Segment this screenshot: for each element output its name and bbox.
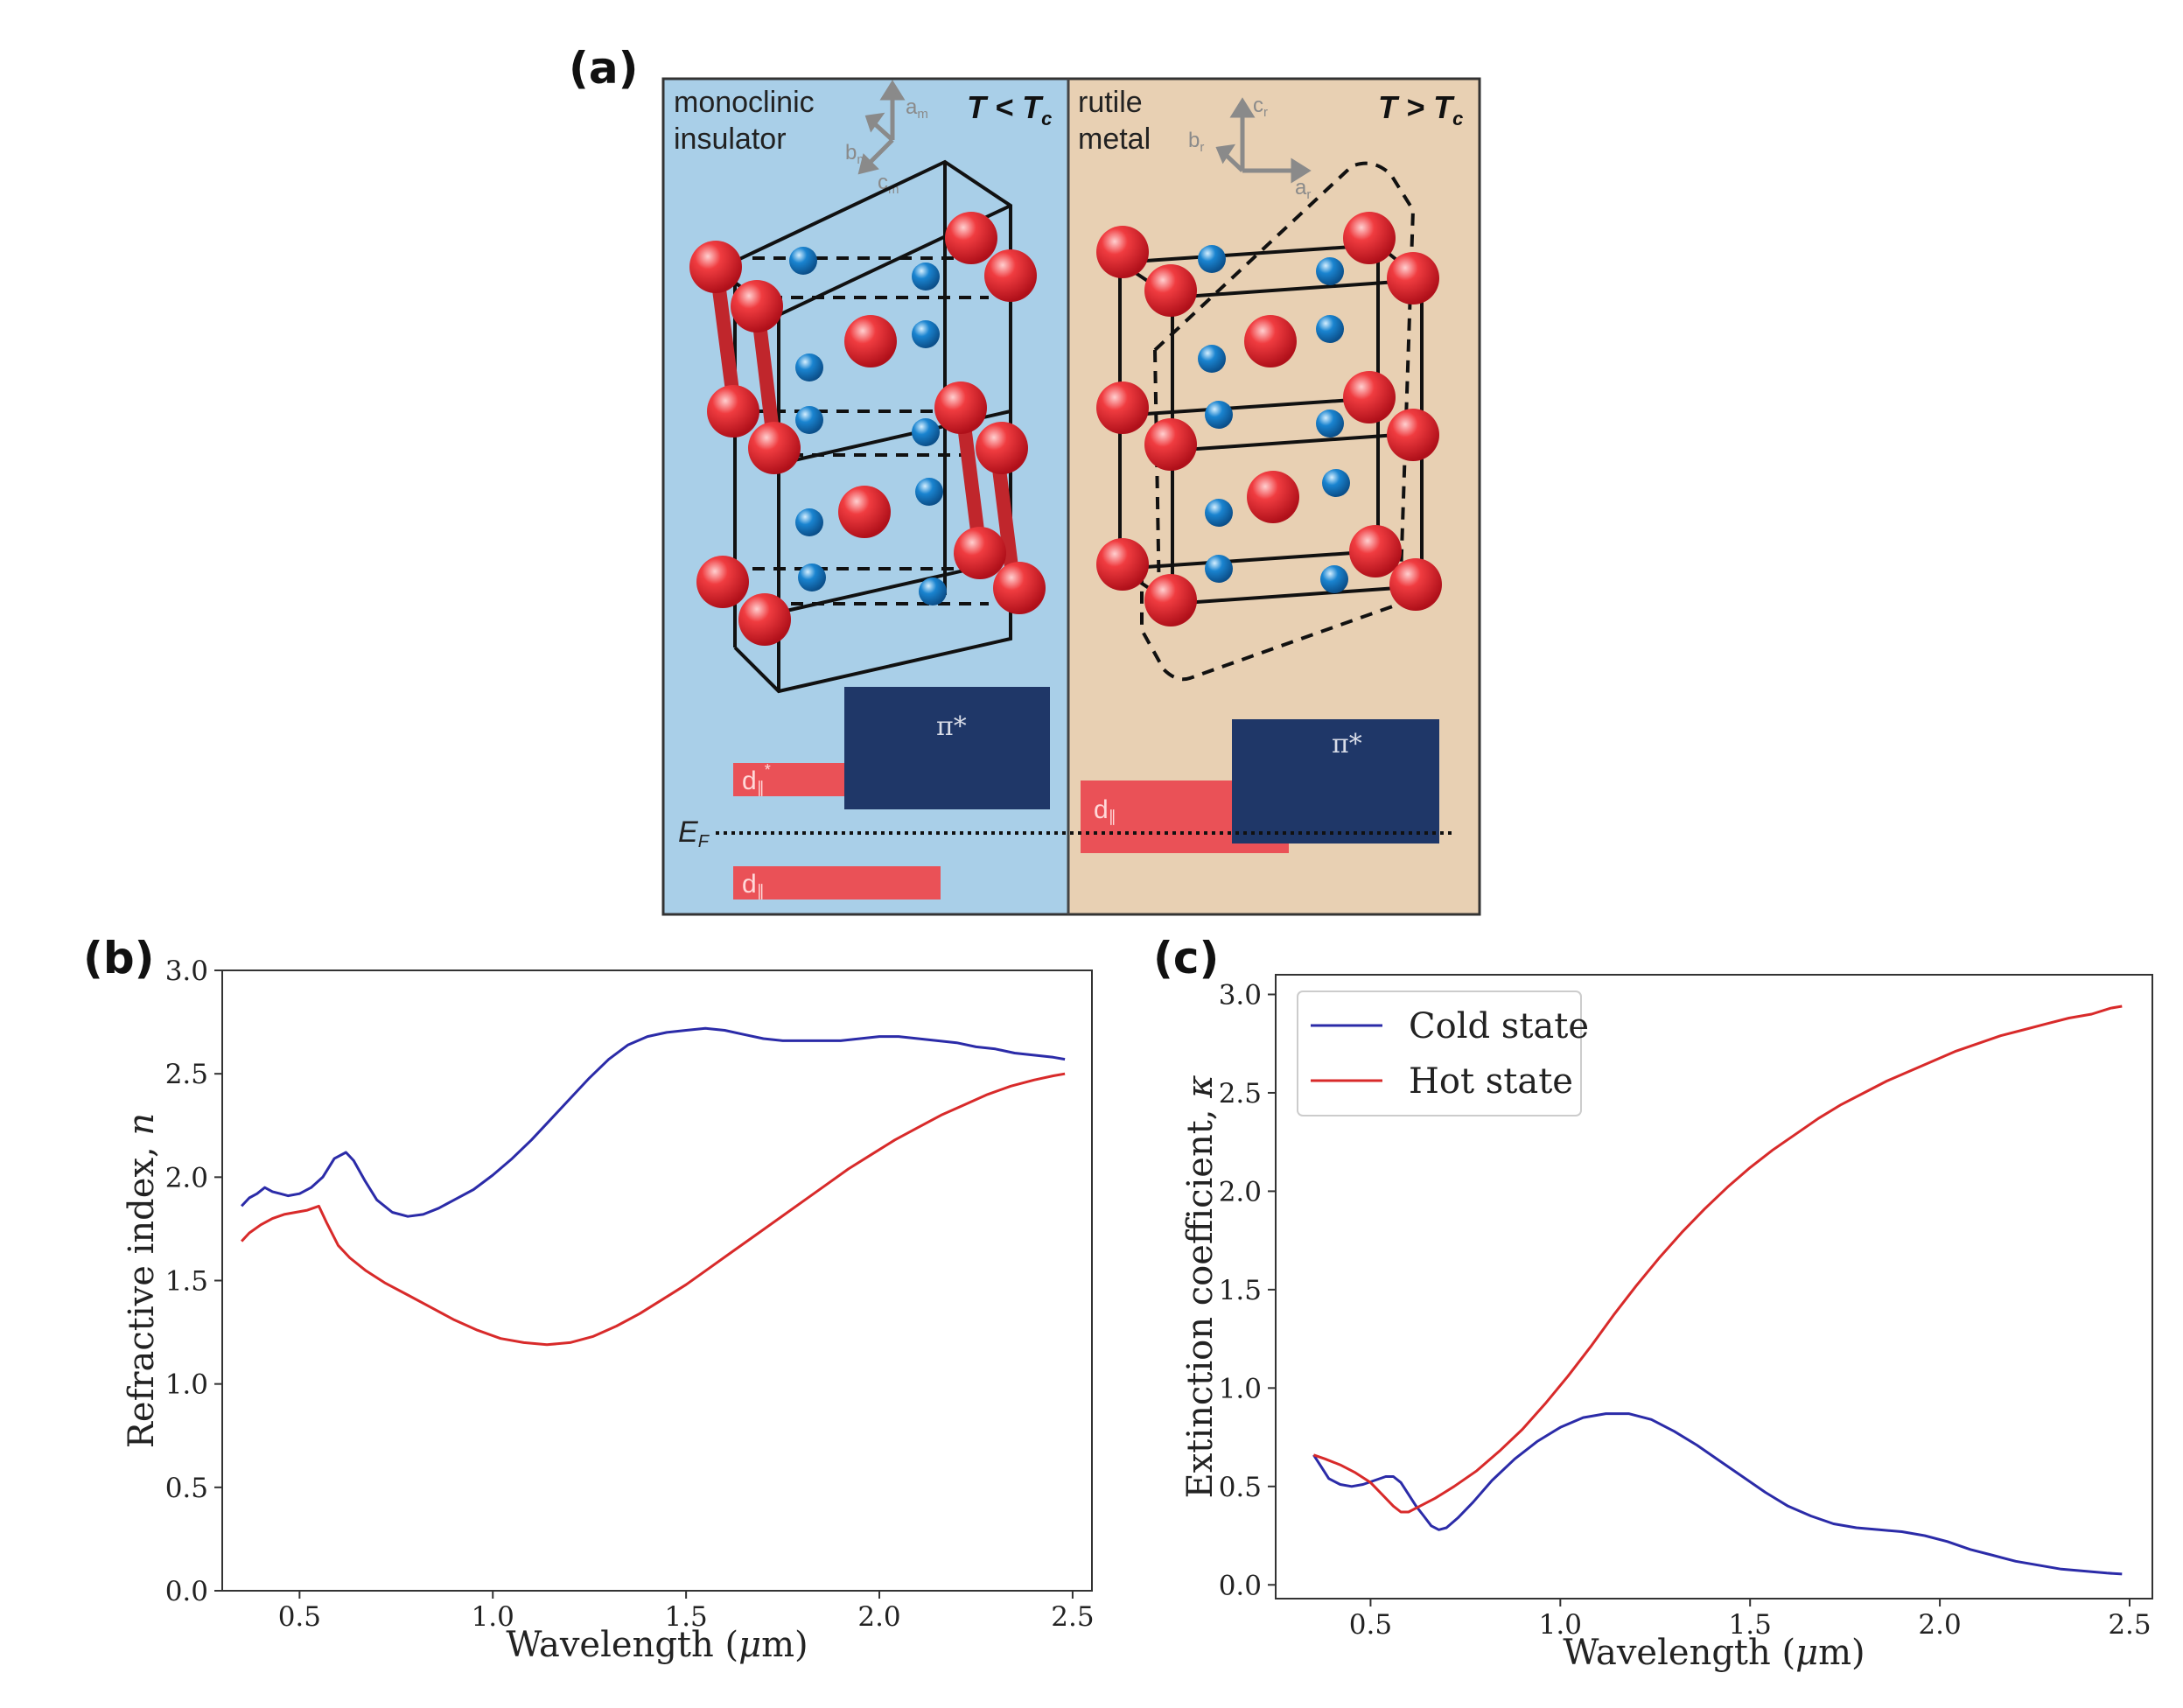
chart-c-frame	[1275, 974, 2153, 1600]
insulator-d-lower-band	[733, 866, 941, 900]
y-tick-label: 0.5	[1219, 1472, 1262, 1503]
crystal-panel: monoclinic insulator T < Tc am bm cm rut…	[661, 77, 1481, 916]
refractive-index-chart: 0.5 1.0 1.5 2.0 2.5 0.0 0.5 1.0 1.5 2.0 2.5 3.0 Wav…	[122, 956, 1095, 1665]
legend-hot-label: Hot state	[1409, 1061, 1573, 1102]
series-line-hot-state	[1312, 1004, 2123, 1514]
chart-c-series	[1312, 1004, 2123, 1576]
insulator-pi-band	[844, 687, 1050, 809]
x-tick-label: 0.5	[278, 1601, 321, 1633]
band-diagram: π* d∥* d∥ d∥ π* EF	[678, 687, 1452, 900]
insulator-d-upper-label: d∥*	[742, 761, 771, 796]
y-tick-label: 2.5	[165, 1059, 208, 1090]
y-tick-label: 1.0	[165, 1369, 208, 1401]
chart-c-xlabel: Wavelength (μm)	[1563, 1633, 1865, 1673]
svg-text:am: am	[906, 95, 928, 122]
rutile-axes-labels: cr br ar	[1188, 94, 1311, 202]
chart-c-legend: Cold state Hot state	[1297, 990, 1589, 1116]
fermi-level-label: EF	[678, 816, 710, 851]
chart-c-ylabel: Extinction coefficient, κ	[1180, 1075, 1221, 1499]
chart-b-ticks: 0.5 1.0 1.5 2.0 2.5 0.0 0.5 1.0 1.5 2.0 2.5 3.0	[165, 956, 1095, 1633]
y-tick-label: 3.0	[1219, 979, 1262, 1011]
plot-area	[221, 970, 1093, 1592]
legend-box	[1297, 990, 1582, 1116]
x-tick-label: 0.5	[1349, 1609, 1392, 1641]
metal-title-line2: metal	[1078, 122, 1151, 156]
chart-b-frame	[221, 970, 1093, 1592]
x-tick-label: 2.5	[1051, 1601, 1094, 1633]
x-tick-label: 1.0	[472, 1601, 514, 1633]
svg-text:cr: cr	[1253, 94, 1268, 120]
y-tick-label: 1.5	[1219, 1275, 1262, 1306]
y-tick-label: 1.0	[1219, 1373, 1262, 1404]
svg-text:bm: bm	[845, 141, 868, 167]
rutile-atoms	[1096, 212, 1442, 626]
metal-pi-band	[1232, 719, 1439, 844]
metal-temperature: T > Tc	[1378, 89, 1463, 130]
y-tick-label: 0.0	[165, 1576, 208, 1607]
insulator-temperature: T < Tc	[967, 89, 1052, 130]
x-tick-label: 2.5	[2108, 1609, 2151, 1641]
y-tick-label: 3.0	[165, 956, 208, 987]
series-line-cold-state	[241, 1026, 1066, 1218]
insulator-d-upper-band	[733, 763, 844, 796]
rutile-axes-icon	[1215, 97, 1312, 184]
crystal-panel-frame	[661, 77, 1481, 916]
panel-b-label: (b)	[83, 933, 155, 984]
y-tick-label: 0.0	[1219, 1570, 1262, 1601]
metal-title-line1: rutile	[1078, 86, 1143, 119]
extinction-coefficient-chart: 0.5 1.0 1.5 2.0 2.5 0.0 0.5 1.0 1.5 2.0 2.5 3.0 Wav…	[1180, 974, 2153, 1673]
panel-a-label: (a)	[569, 43, 638, 94]
svg-text:T < Tc: T < Tc	[967, 89, 1052, 130]
y-tick-label: 1.5	[165, 1266, 208, 1298]
series-line-cold-state	[1312, 1412, 2123, 1576]
series-line-hot-state	[240, 1072, 1066, 1347]
plot-area	[1275, 974, 2153, 1600]
insulator-d-lower-label: d∥	[742, 870, 765, 900]
chart-b-series	[240, 1026, 1066, 1347]
x-tick-label: 2.0	[857, 1601, 900, 1633]
monoclinic-atoms	[689, 212, 1046, 646]
insulator-pi-label: π*	[936, 711, 967, 742]
x-tick-label: 1.0	[1539, 1609, 1582, 1641]
y-tick-label: 2.0	[1219, 1176, 1262, 1208]
y-tick-label: 2.5	[1219, 1078, 1262, 1110]
panel-c-label: (c)	[1153, 933, 1219, 984]
y-tick-label: 2.0	[165, 1162, 208, 1194]
chart-b-ylabel: Refractive index, n	[122, 1113, 162, 1448]
x-tick-label: 1.5	[664, 1601, 707, 1633]
chart-b-xlabel: Wavelength (μm)	[506, 1625, 808, 1665]
y-tick-label: 0.5	[165, 1473, 208, 1504]
monoclinic-axes-icon	[857, 80, 906, 175]
insulator-title-line2: insulator	[674, 122, 787, 156]
insulator-title-line1: monoclinic	[674, 86, 815, 119]
legend-cold-label: Cold state	[1409, 1006, 1589, 1046]
metal-pi-label: π*	[1332, 729, 1362, 760]
svg-text:T > Tc: T > Tc	[1378, 89, 1463, 130]
svg-text:ar: ar	[1295, 176, 1311, 202]
svg-text:br: br	[1188, 129, 1204, 155]
chart-c-ticks: 0.5 1.0 1.5 2.0 2.5 0.0 0.5 1.0 1.5 2.0 2.5 3.0	[1219, 979, 2152, 1641]
x-tick-label: 2.0	[1918, 1609, 1961, 1641]
metal-d-label: d∥	[1094, 795, 1116, 825]
x-tick-label: 1.5	[1729, 1609, 1772, 1641]
